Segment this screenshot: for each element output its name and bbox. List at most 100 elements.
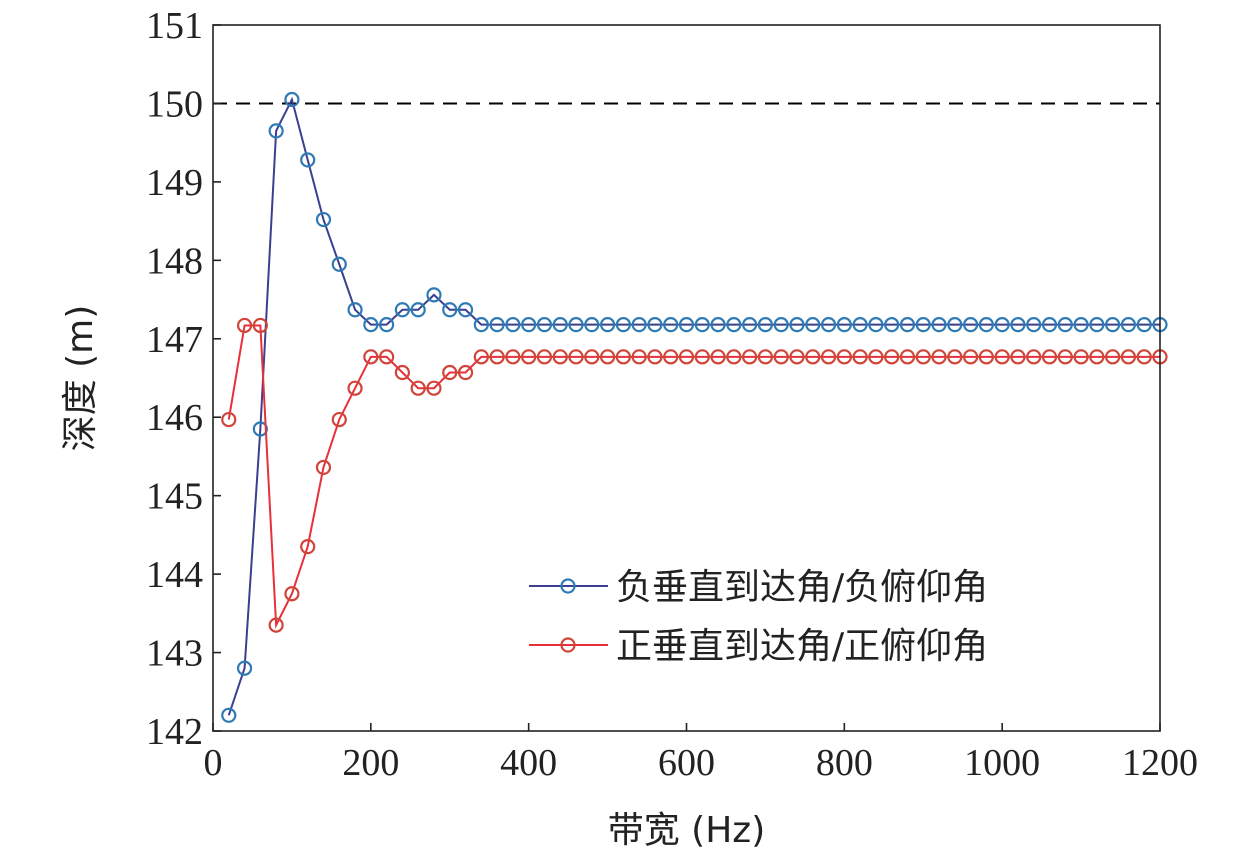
data-point (757, 317, 774, 333)
data-point (631, 317, 647, 333)
y-tick-label: 151 (146, 5, 203, 47)
data-point (521, 317, 537, 333)
data-point (568, 317, 584, 333)
data-point (552, 317, 568, 333)
data-point (915, 349, 931, 365)
data-point (884, 317, 900, 333)
data-point (663, 317, 679, 333)
y-axis-title: 深度 (m) (60, 305, 101, 452)
legend-entry-positive: 正垂直到达角/正俯仰角 (529, 626, 988, 667)
y-tick-label: 145 (146, 476, 203, 518)
data-point (1057, 349, 1073, 365)
data-point (536, 317, 553, 333)
data-point (789, 317, 805, 333)
y-tick-label: 146 (146, 397, 203, 439)
x-tick-label: 200 (342, 742, 399, 784)
data-point (315, 211, 332, 228)
x-tick-label: 1200 (1122, 742, 1198, 784)
legend: 负垂直到达角/负俯仰角 正垂直到达角/正俯仰角 (529, 567, 988, 667)
data-point (552, 349, 568, 365)
data-point (394, 302, 410, 318)
y-tick-label: 148 (146, 240, 203, 282)
data-point (1120, 349, 1137, 365)
data-point (1136, 317, 1152, 333)
data-point (347, 302, 363, 318)
data-point (1073, 317, 1089, 333)
data-point (379, 349, 395, 365)
series-line (227, 96, 1160, 716)
y-tick-label: 147 (146, 319, 203, 361)
data-point (315, 459, 332, 476)
data-point (868, 317, 884, 333)
data-point (410, 302, 426, 318)
data-point (221, 707, 237, 723)
data-point (773, 317, 789, 333)
legend-entry-negative: 负垂直到达角/负俯仰角 (529, 567, 988, 608)
x-tick-label: 800 (816, 742, 873, 784)
data-point (1057, 317, 1073, 333)
data-point (962, 317, 979, 333)
data-point (1105, 317, 1121, 333)
data-point (284, 91, 300, 108)
y-tick-label: 144 (146, 554, 203, 596)
data-point (599, 317, 616, 333)
data-point (489, 317, 505, 333)
data-point (931, 317, 947, 333)
data-point (742, 349, 758, 365)
data-point (694, 349, 710, 365)
data-point (584, 349, 600, 365)
data-point (726, 317, 742, 333)
data-point (805, 349, 821, 365)
data-point (1089, 317, 1105, 333)
data-point (505, 349, 521, 365)
data-point (521, 349, 537, 365)
data-point (489, 349, 505, 365)
data-point (947, 317, 963, 333)
data-point (962, 349, 979, 365)
data-point (1073, 349, 1089, 365)
data-point (252, 421, 268, 437)
data-point (994, 317, 1010, 333)
data-point (647, 317, 663, 333)
data-point (994, 349, 1010, 365)
data-point (236, 660, 253, 676)
data-point (394, 364, 410, 381)
data-point (1026, 317, 1042, 333)
data-point (268, 123, 284, 139)
data-point (852, 317, 868, 333)
data-point (726, 349, 742, 365)
data-point (457, 364, 474, 381)
y-tick-label: 150 (146, 83, 203, 125)
data-point (363, 349, 379, 365)
legend-label-positive: 正垂直到达角/正俯仰角 (616, 626, 988, 667)
data-point (820, 317, 837, 333)
data-point (473, 317, 489, 333)
legend-label-negative: 负垂直到达角/负俯仰角 (616, 567, 988, 608)
x-axis-title: 带宽 (Hz) (608, 810, 766, 851)
data-point (820, 349, 837, 365)
data-point (710, 317, 726, 333)
data-point (899, 317, 916, 333)
data-point (1010, 317, 1026, 333)
data-point (836, 349, 852, 365)
data-point (742, 317, 758, 333)
data-point (284, 586, 300, 602)
data-point (978, 317, 994, 333)
data-point (694, 317, 710, 333)
data-point (1026, 349, 1042, 365)
data-point (347, 380, 363, 396)
data-point (899, 349, 916, 365)
data-point (615, 317, 631, 333)
data-point (1041, 349, 1058, 365)
data-point (678, 349, 695, 365)
data-point (599, 349, 616, 365)
data-point (1136, 349, 1152, 365)
data-point (221, 411, 237, 428)
x-tick-label: 0 (204, 742, 223, 784)
x-tick-label: 600 (658, 742, 715, 784)
data-point (915, 317, 931, 333)
x-tick-label: 1000 (964, 742, 1040, 784)
data-point (1120, 317, 1137, 333)
series-1 (221, 317, 1168, 633)
